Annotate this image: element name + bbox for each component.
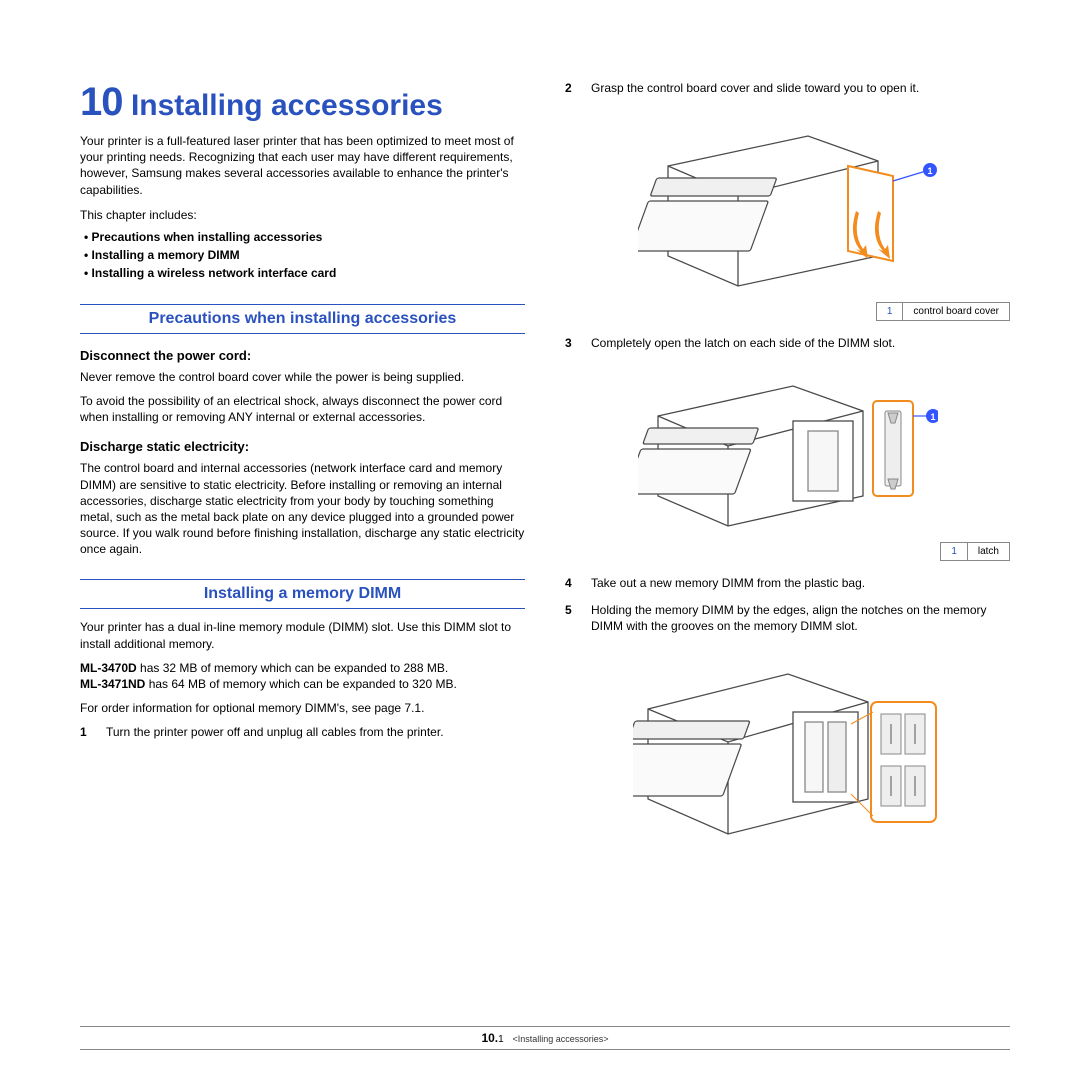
left-column: 10 Installing accessories Your printer i…: [80, 80, 525, 970]
precaution-text: The control board and internal accessori…: [80, 460, 525, 557]
model-info: ML-3470D has 32 MB of memory which can b…: [80, 660, 525, 692]
step-row: 5 Holding the memory DIMM by the edges, …: [565, 602, 1010, 634]
step-text: Take out a new memory DIMM from the plas…: [591, 575, 1010, 591]
step-number: 2: [565, 80, 577, 96]
step-number: 1: [80, 724, 92, 740]
legend-number: 1: [941, 543, 968, 560]
svg-text:1: 1: [930, 412, 935, 422]
dimm-intro: Your printer has a dual in-line memory m…: [80, 619, 525, 651]
intro-paragraph: Your printer is a full-featured laser pr…: [80, 133, 525, 198]
page-footer: 10.1 <Installing accessories>: [80, 1026, 1010, 1050]
figure-legend: 1 latch: [565, 542, 1010, 561]
step-text: Grasp the control board cover and slide …: [591, 80, 1010, 96]
step-row: 4 Take out a new memory DIMM from the pl…: [565, 575, 1010, 591]
model-text: has 32 MB of memory which can be expande…: [137, 661, 449, 675]
step-text: Turn the printer power off and unplug al…: [106, 724, 525, 740]
model-label: ML-3470D: [80, 661, 137, 675]
subheading-disconnect: Disconnect the power cord:: [80, 348, 525, 363]
model-label: ML-3471ND: [80, 677, 145, 691]
chapter-title: 10 Installing accessories: [80, 80, 525, 125]
footer-page-minor: 1: [498, 1034, 504, 1045]
step-row: 1 Turn the printer power off and unplug …: [80, 724, 525, 740]
chapter-number: 10: [80, 80, 123, 124]
includes-label: This chapter includes:: [80, 208, 525, 222]
precaution-text: To avoid the possibility of an electrica…: [80, 393, 525, 425]
step-number: 4: [565, 575, 577, 591]
right-column: 2 Grasp the control board cover and slid…: [565, 80, 1010, 970]
figure-dimm-latch: 1: [565, 361, 1010, 536]
step-number: 3: [565, 335, 577, 351]
model-text: has 64 MB of memory which can be expande…: [145, 677, 457, 691]
legend-label: latch: [968, 543, 1009, 560]
section-heading-precautions: Precautions when installing accessories: [80, 304, 525, 334]
step-text: Completely open the latch on each side o…: [591, 335, 1010, 351]
step-row: 2 Grasp the control board cover and slid…: [565, 80, 1010, 96]
precaution-text: Never remove the control board cover whi…: [80, 369, 525, 385]
step-row: 3 Completely open the latch on each side…: [565, 335, 1010, 351]
svg-text:1: 1: [927, 166, 932, 176]
figure-legend: 1 control board cover: [565, 302, 1010, 321]
step-text: Holding the memory DIMM by the edges, al…: [591, 602, 1010, 634]
legend-number: 1: [877, 303, 904, 320]
figure-dimm-align: [565, 644, 1010, 854]
step-number: 5: [565, 602, 577, 634]
footer-page-major: 10.: [481, 1031, 498, 1045]
chapter-toc: Precautions when installing accessories …: [84, 230, 525, 280]
toc-item[interactable]: Installing a wireless network interface …: [84, 266, 525, 280]
section-heading-dimm: Installing a memory DIMM: [80, 579, 525, 609]
toc-item[interactable]: Installing a memory DIMM: [84, 248, 525, 262]
legend-label: control board cover: [903, 303, 1009, 320]
order-info: For order information for optional memor…: [80, 700, 525, 716]
figure-control-board-cover: 1: [565, 106, 1010, 296]
subheading-discharge: Discharge static electricity:: [80, 439, 525, 454]
footer-section-label: <Installing accessories>: [512, 1034, 608, 1044]
chapter-text: Installing accessories: [131, 89, 443, 122]
toc-item[interactable]: Precautions when installing accessories: [84, 230, 525, 244]
